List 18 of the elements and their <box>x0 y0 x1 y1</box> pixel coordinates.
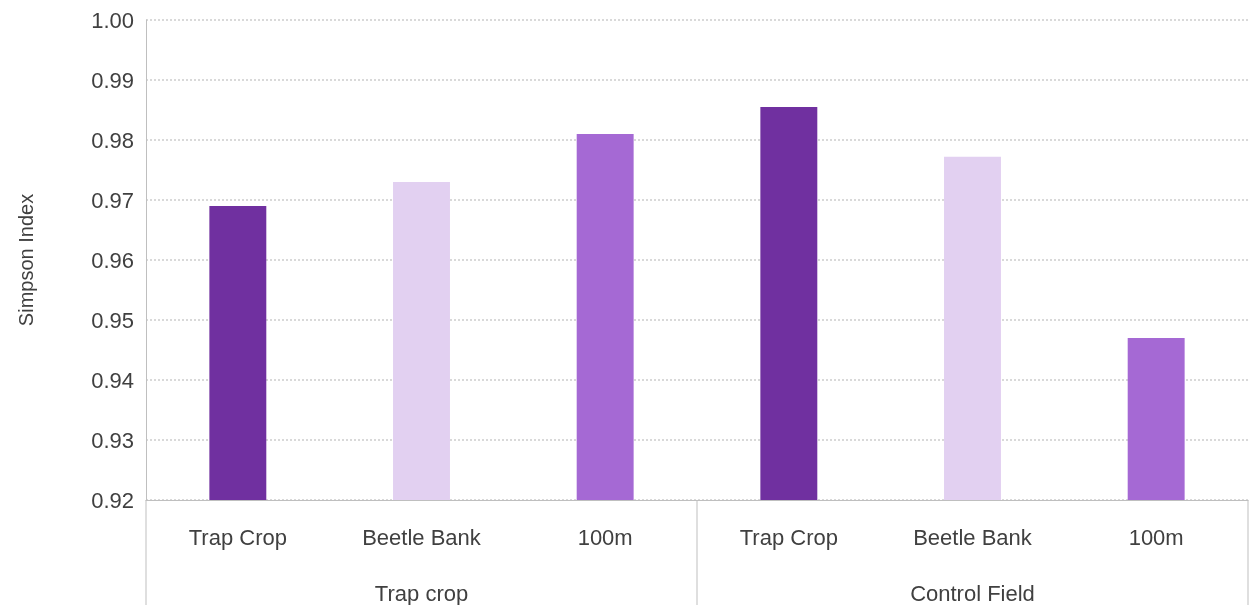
text: Control Field <box>910 580 1035 606</box>
y-tick-label: 0.93 <box>91 427 134 453</box>
x-tick-label: Trap Crop <box>739 524 838 550</box>
y-tick-label: 0.99 <box>91 67 134 93</box>
y-tick-label: 0.96 <box>91 247 134 273</box>
x-tick-label: Trap Crop <box>188 524 287 550</box>
x-tick-label: 100m <box>1128 524 1184 550</box>
y-tick-label: 0.95 <box>91 307 134 333</box>
y-axis-title: Simpson Index <box>15 193 37 327</box>
x-tick-label: 100m <box>577 524 633 550</box>
y-tick-label: 1.00 <box>91 7 134 33</box>
y-tick-label: 0.92 <box>91 487 134 513</box>
y-tick-label: 0.97 <box>91 187 134 213</box>
x-tick-label: Beetle Bank <box>362 524 482 550</box>
y-tick-label: 0.94 <box>91 367 134 393</box>
text: Trap crop <box>374 580 469 606</box>
y-tick-label: 0.98 <box>91 127 134 153</box>
x-tick-label: Beetle Bank <box>913 524 1033 550</box>
